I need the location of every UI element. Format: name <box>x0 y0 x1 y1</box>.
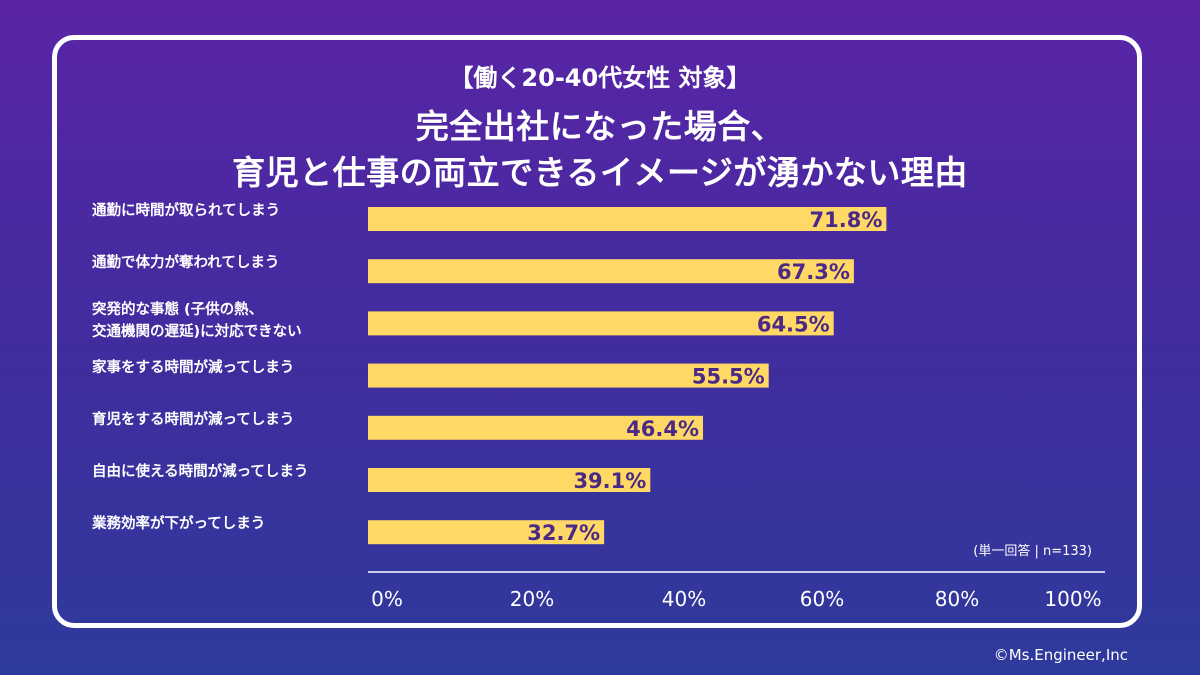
category-label-line: 通勤に時間が取られてしまう <box>92 203 281 219</box>
bar-3 <box>368 311 834 336</box>
x-tick-label-2: 40% <box>662 587 706 611</box>
bar-value-label-1: 71.8% <box>810 208 883 232</box>
bar-1 <box>368 207 887 231</box>
category-label-line: 通勤で体力が奪われてしまう <box>92 255 280 272</box>
category-label-line: 家事をする時間が減ってしまう <box>92 359 295 376</box>
x-tick-label-5: 100% <box>1044 587 1101 611</box>
category-label-line: 交通機関の遅延)に対応できない <box>92 324 302 341</box>
category-label-5: 育児をする時間が減ってしまう <box>92 409 362 431</box>
x-tick-label-0: 0% <box>371 587 403 611</box>
category-label-line: 業務効率が下がってしまう <box>92 516 266 533</box>
bar-5 <box>368 415 704 440</box>
x-tick-label-3: 60% <box>800 587 844 611</box>
bar-4 <box>368 363 769 388</box>
category-label-line: 自由に使える時間が減ってしまう <box>92 464 309 480</box>
bar-value-label-7: 32.7% <box>527 521 600 545</box>
bar-value-label-5: 46.4% <box>626 417 699 441</box>
category-label-1: 通勤に時間が取られてしまう <box>92 200 362 222</box>
category-label-6: 自由に使える時間が減ってしまう <box>92 461 362 483</box>
chart-subtitle: 【働く20-40代女性 対象】 <box>449 64 751 92</box>
category-label-2: 通勤で体力が奪われてしまう <box>92 252 362 274</box>
category-label-7: 業務効率が下がってしまう <box>92 513 362 535</box>
bar-value-label-4: 55.5% <box>692 365 765 389</box>
copyright-credit: ©Ms.Engineer,Inc <box>993 646 1128 664</box>
category-label-line: 突発的な事態 (子供の熱、 <box>92 302 264 319</box>
bar-value-label-6: 39.1% <box>573 469 646 493</box>
chart-title-line-1: 完全出社になった場合、 <box>415 107 785 146</box>
bar-value-label-2: 67.3% <box>777 260 850 284</box>
chart-frame <box>52 35 1142 628</box>
x-tick-label-1: 20% <box>510 587 554 611</box>
category-label-4: 家事をする時間が減ってしまう <box>92 357 362 379</box>
category-label-line: 育児をする時間が減ってしまう <box>92 411 295 428</box>
category-label-3: 突発的な事態 (子供の熱、交通機関の遅延)に対応できない <box>92 299 362 343</box>
bar-value-label-3: 64.5% <box>757 312 830 336</box>
bar-2 <box>368 259 854 284</box>
chart-title-line-2: 育児と仕事の両立できるイメージが湧かない理由 <box>232 153 968 192</box>
bar-6 <box>368 468 651 492</box>
x-tick-label-4: 80% <box>935 587 979 611</box>
bar-7 <box>368 520 605 545</box>
sample-note: (単一回答 | n=133) <box>973 544 1092 559</box>
